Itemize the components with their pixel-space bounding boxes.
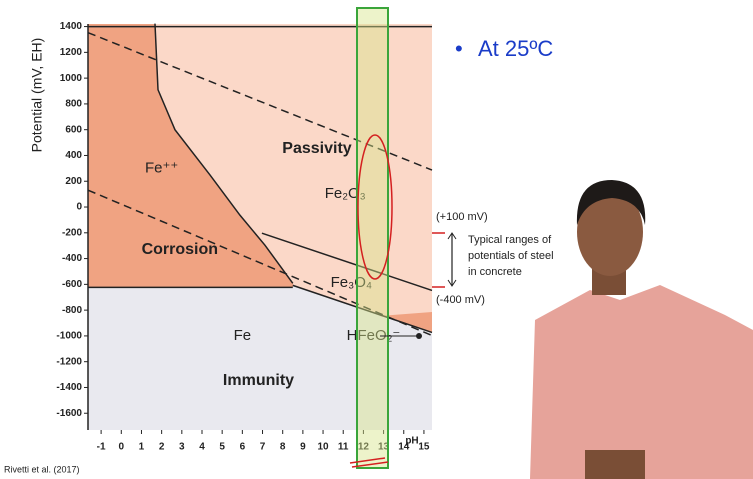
range-note: potentials of steel <box>468 250 554 262</box>
ph-highlight <box>357 8 388 468</box>
temperature-heading: At 25ºC <box>478 36 553 61</box>
y-tick-label: 1200 <box>60 47 83 58</box>
citation: Rivetti et al. (2017) <box>4 464 80 474</box>
x-tick-label: 10 <box>317 442 329 453</box>
x-tick-label: 7 <box>260 442 266 453</box>
upper-potential: (+100 mV) <box>436 211 488 223</box>
y-tick-label: 1000 <box>60 73 83 84</box>
x-tick-label: 4 <box>199 442 205 453</box>
x-tick-label: 6 <box>240 442 246 453</box>
x-tick-label: 15 <box>418 442 430 453</box>
slide: 1400 1200 1000 800 600 400 200 0 -200 -400 -600 -80… <box>0 0 753 479</box>
region-label: Passivity <box>282 140 351 157</box>
x-tick-label: 8 <box>280 442 286 453</box>
x-tick-label: 11 <box>338 442 349 453</box>
y-tick-label: 600 <box>65 124 82 135</box>
y-tick-label: -1600 <box>56 408 82 419</box>
bullet: • <box>455 36 463 61</box>
y-axis-label: Potential (mV, EH) <box>29 38 45 153</box>
y-tick-label: -600 <box>62 279 82 290</box>
range-note: in concrete <box>468 266 522 278</box>
range-note: Typical ranges of <box>468 234 552 246</box>
x-tick-label: 1 <box>139 442 145 453</box>
x-tick-label: 9 <box>300 442 306 453</box>
y-tick-label: 800 <box>65 99 82 110</box>
region-label: Fe <box>234 327 252 344</box>
y-tick-label: -200 <box>62 227 82 238</box>
x-tick-label: -1 <box>97 442 106 453</box>
y-tick-label: -1400 <box>56 382 82 393</box>
x-tick-label: 2 <box>159 442 165 453</box>
region-label: Immunity <box>223 372 294 389</box>
x-axis-label: pH <box>405 436 418 447</box>
shirt <box>530 285 753 479</box>
lower-potential: (-400 mV) <box>436 294 485 306</box>
y-tick-label: -800 <box>62 305 82 316</box>
y-tick-label: 0 <box>76 202 82 213</box>
y-tick-label: 200 <box>65 176 82 187</box>
x-tick-label: 0 <box>119 442 125 453</box>
y-tick-label: 1400 <box>60 21 83 32</box>
region-label: Corrosion <box>142 241 218 258</box>
x-tick-label: 5 <box>219 442 225 453</box>
pointer-dot <box>416 333 422 339</box>
y-tick-label: 400 <box>65 150 82 161</box>
y-tick-label: -400 <box>62 253 82 264</box>
y-tick-label: -1000 <box>56 331 82 342</box>
hands <box>585 450 645 479</box>
y-tick-label: -1200 <box>56 356 82 367</box>
region-label: Fe⁺⁺ <box>145 159 178 176</box>
x-tick-label: 3 <box>179 442 185 453</box>
